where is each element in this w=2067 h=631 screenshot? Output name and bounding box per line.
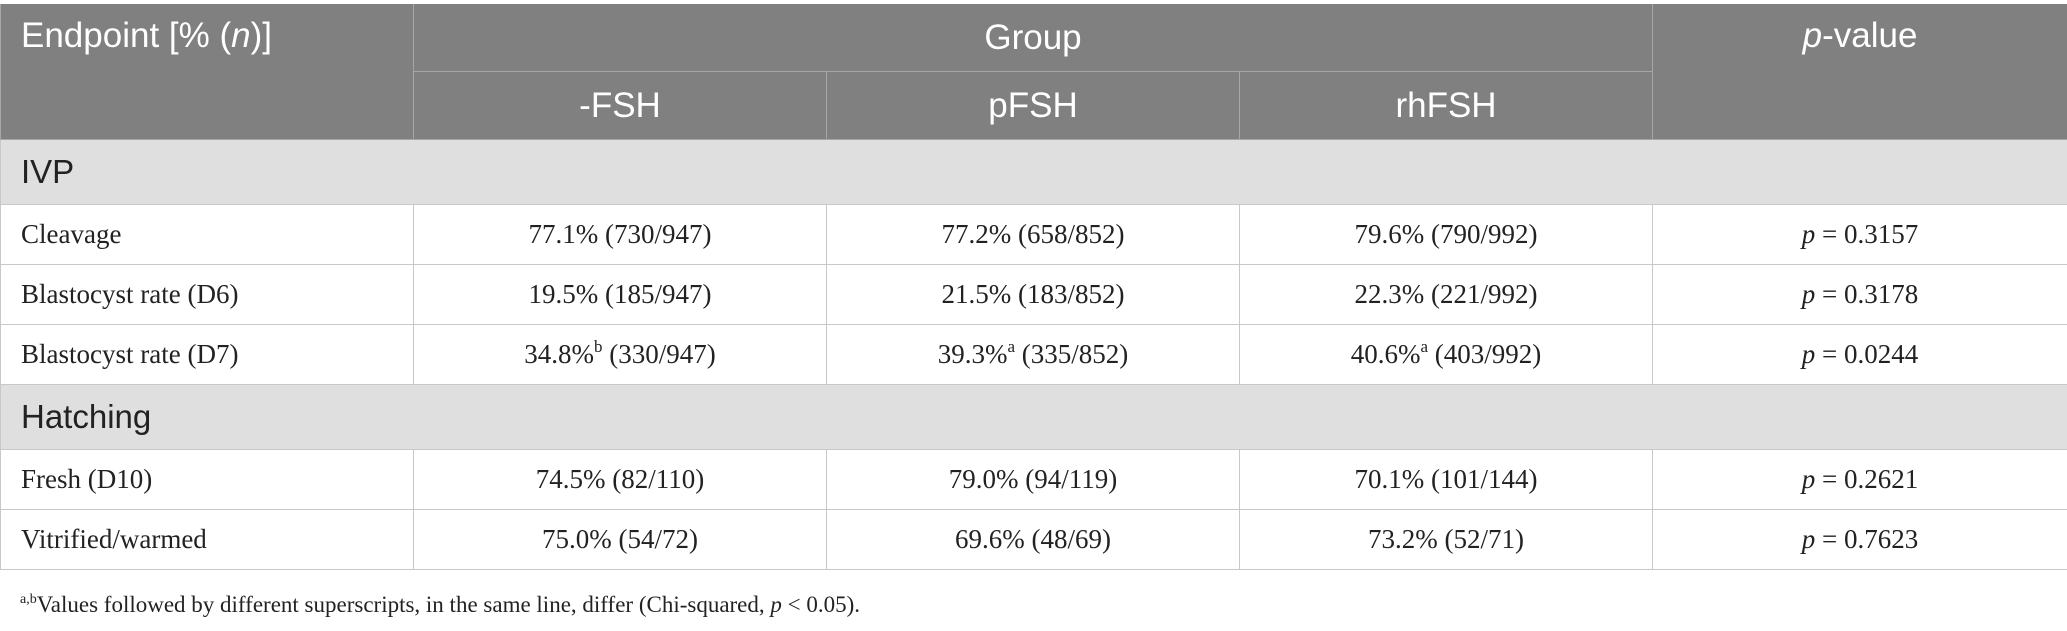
percent-value: 40.6% bbox=[1350, 339, 1421, 369]
value-cell: 77.1% (730/947) bbox=[413, 204, 827, 265]
percent-value: 21.5% bbox=[941, 279, 1012, 309]
pvalue-header: p-value bbox=[1652, 4, 2067, 140]
count-value: (658/852) bbox=[1011, 219, 1125, 249]
table-body: IVP Cleavage 77.1% (730/947) 77.2% (658/852… bbox=[0, 139, 2067, 570]
count-value: (790/992) bbox=[1424, 219, 1538, 249]
table-row: Blastocyst rate (D6) 19.5% (185/947) 21.5%… bbox=[0, 264, 2067, 325]
count-value: (221/992) bbox=[1424, 279, 1538, 309]
count-value: (185/947) bbox=[598, 279, 712, 309]
row-label: Vitrified/warmed bbox=[0, 509, 414, 570]
percent-value: 79.6% bbox=[1354, 219, 1425, 249]
header-row-2: -FSH pFSH rhFSH bbox=[1, 71, 2067, 140]
significance-superscript: a bbox=[1007, 337, 1016, 356]
percent-value: 74.5% bbox=[535, 464, 606, 494]
count-value: (335/852) bbox=[1015, 339, 1129, 369]
section-title: IVP bbox=[0, 139, 2067, 205]
count-value: (183/852) bbox=[1011, 279, 1125, 309]
significance-superscript: b bbox=[594, 337, 603, 356]
percent-value: 70.1% bbox=[1354, 464, 1425, 494]
p-symbol: p bbox=[1801, 339, 1816, 369]
value-cell: 73.2% (52/71) bbox=[1238, 509, 1654, 570]
group-header: Group bbox=[412, 4, 1654, 72]
p-symbol: p bbox=[1801, 219, 1816, 249]
value-cell: 21.5% (183/852) bbox=[826, 264, 1240, 325]
p-symbol: p bbox=[1801, 524, 1816, 554]
value-cell: 79.0% (94/119) bbox=[826, 449, 1240, 510]
row-label: Blastocyst rate (D6) bbox=[0, 264, 414, 325]
value-cell: 39.3%a (335/852) bbox=[826, 324, 1240, 385]
significance-superscript: a bbox=[1420, 337, 1429, 356]
value-cell: 69.6% (48/69) bbox=[826, 509, 1240, 570]
table-row: Vitrified/warmed 75.0% (54/72) 69.6% (48/6… bbox=[0, 509, 2067, 570]
count-value: (82/110) bbox=[605, 464, 705, 494]
value-cell: 19.5% (185/947) bbox=[413, 264, 827, 325]
p-value: = 0.3157 bbox=[1815, 219, 1919, 249]
count-value: (52/71) bbox=[1437, 524, 1524, 554]
p-value-cell: p = 0.7623 bbox=[1652, 509, 2067, 570]
footnote: a,bValues followed by different superscr… bbox=[20, 592, 861, 617]
column-header-minus-fsh: -FSH bbox=[413, 71, 827, 140]
row-label: Fresh (D10) bbox=[0, 449, 414, 510]
table-row: Cleavage 77.1% (730/947) 77.2% (658/852) 79… bbox=[0, 204, 2067, 265]
count-value: (48/69) bbox=[1024, 524, 1111, 554]
percent-value: 19.5% bbox=[528, 279, 599, 309]
percent-value: 39.3% bbox=[937, 339, 1008, 369]
percent-value: 75.0% bbox=[542, 524, 612, 554]
results-table-wrapper: Endpoint [% (n)] Group p-value -FSH pFSH… bbox=[0, 4, 2067, 570]
p-symbol: p bbox=[1801, 279, 1816, 309]
count-value: (101/144) bbox=[1424, 464, 1538, 494]
count-value: (730/947) bbox=[598, 219, 712, 249]
p-symbol: p bbox=[1801, 464, 1816, 494]
table-row: Fresh (D10) 74.5% (82/110) 79.0% (94/119) 7… bbox=[0, 449, 2067, 510]
percent-value: 22.3% bbox=[1354, 279, 1425, 309]
count-value: (403/992) bbox=[1428, 339, 1542, 369]
p-value: = 0.2621 bbox=[1815, 464, 1919, 494]
value-cell: 70.1% (101/144) bbox=[1238, 449, 1654, 510]
count-value: (94/119) bbox=[1018, 464, 1118, 494]
header-row-1: Endpoint [% (n)] Group p-value bbox=[0, 4, 2067, 140]
column-header-pfsh: pFSH bbox=[826, 71, 1240, 140]
p-value: = 0.3178 bbox=[1815, 279, 1919, 309]
p-value: = 0.0244 bbox=[1815, 339, 1919, 369]
p-value-cell: p = 0.0244 bbox=[1652, 324, 2067, 385]
percent-value: 77.2% bbox=[941, 219, 1012, 249]
endpoint-header: Endpoint [% (n)] bbox=[0, 4, 414, 140]
row-label: Cleavage bbox=[0, 204, 414, 265]
p-value-cell: p = 0.3178 bbox=[1652, 264, 2067, 325]
section-row: IVP bbox=[0, 139, 2067, 205]
column-header-rhfsh: rhFSH bbox=[1238, 71, 1654, 140]
section-row: Hatching bbox=[0, 384, 2067, 450]
table-row: Blastocyst rate (D7) 34.8%b (330/947) 39.3… bbox=[0, 324, 2067, 385]
percent-value: 77.1% bbox=[528, 219, 599, 249]
value-cell: 34.8%b (330/947) bbox=[413, 324, 827, 385]
percent-value: 79.0% bbox=[948, 464, 1019, 494]
count-value: (330/947) bbox=[602, 339, 716, 369]
percent-value: 69.6% bbox=[955, 524, 1025, 554]
percent-value: 34.8% bbox=[524, 339, 594, 369]
row-label: Blastocyst rate (D7) bbox=[0, 324, 414, 385]
p-value: = 0.7623 bbox=[1815, 524, 1919, 554]
value-cell: 79.6% (790/992) bbox=[1238, 204, 1654, 265]
p-value-cell: p = 0.2621 bbox=[1652, 449, 2067, 510]
section-title: Hatching bbox=[0, 384, 2067, 450]
value-cell: 75.0% (54/72) bbox=[413, 509, 827, 570]
value-cell: 40.6%a (403/992) bbox=[1238, 324, 1654, 385]
value-cell: 74.5% (82/110) bbox=[413, 449, 827, 510]
percent-value: 73.2% bbox=[1368, 524, 1438, 554]
value-cell: 77.2% (658/852) bbox=[826, 204, 1240, 265]
count-value: (54/72) bbox=[611, 524, 698, 554]
p-value-cell: p = 0.3157 bbox=[1652, 204, 2067, 265]
value-cell: 22.3% (221/992) bbox=[1238, 264, 1654, 325]
results-table: Endpoint [% (n)] Group p-value -FSH pFSH… bbox=[0, 4, 2067, 570]
